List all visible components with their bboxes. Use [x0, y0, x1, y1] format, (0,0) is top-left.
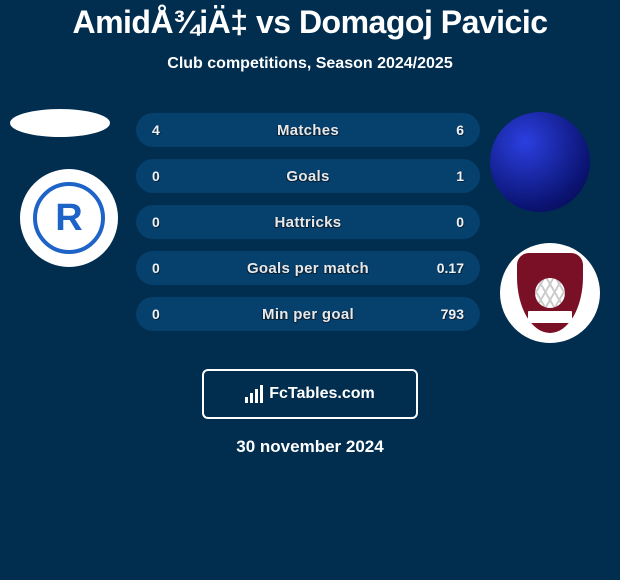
stat-right-value: 0.17: [437, 260, 464, 276]
stat-right-value: 0: [456, 214, 464, 230]
stat-left-value: 0: [152, 306, 160, 322]
club-badge-left-letter: R: [55, 197, 82, 240]
stat-label: Goals per match: [136, 260, 480, 277]
player-right-avatar: [490, 112, 590, 212]
footer-date: 30 november 2024: [0, 437, 620, 457]
stat-left-value: 4: [152, 122, 160, 138]
stats-area: R 4 Matches 6 0 Goals 1 0 Hattricks 0 0 …: [0, 103, 620, 363]
club-badge-left: R: [20, 169, 118, 267]
stat-row: 0 Hattricks 0: [136, 205, 480, 239]
ball-icon: [535, 278, 565, 308]
stat-label: Matches: [136, 122, 480, 139]
brand-text: FcTables.com: [269, 385, 375, 403]
stat-left-value: 0: [152, 214, 160, 230]
player-left-avatar: [10, 109, 110, 137]
stat-right-value: 793: [441, 306, 464, 322]
page-subtitle: Club competitions, Season 2024/2025: [0, 55, 620, 73]
bars-icon: [245, 385, 263, 403]
stats-rows: 4 Matches 6 0 Goals 1 0 Hattricks 0 0 Go…: [136, 113, 480, 343]
stat-row: 0 Goals per match 0.17: [136, 251, 480, 285]
stat-right-value: 6: [456, 122, 464, 138]
page-title: AmidÅ¾iÄ‡ vs Domagoj Pavicic: [0, 0, 620, 41]
stat-label: Min per goal: [136, 306, 480, 323]
stat-label: Goals: [136, 168, 480, 185]
stat-row: 4 Matches 6: [136, 113, 480, 147]
stat-row: 0 Min per goal 793: [136, 297, 480, 331]
stat-row: 0 Goals 1: [136, 159, 480, 193]
stat-left-value: 0: [152, 168, 160, 184]
stat-right-value: 1: [456, 168, 464, 184]
stat-left-value: 0: [152, 260, 160, 276]
stat-label: Hattricks: [136, 214, 480, 231]
club-badge-right: [500, 243, 600, 343]
brand-box: FcTables.com: [202, 369, 418, 419]
